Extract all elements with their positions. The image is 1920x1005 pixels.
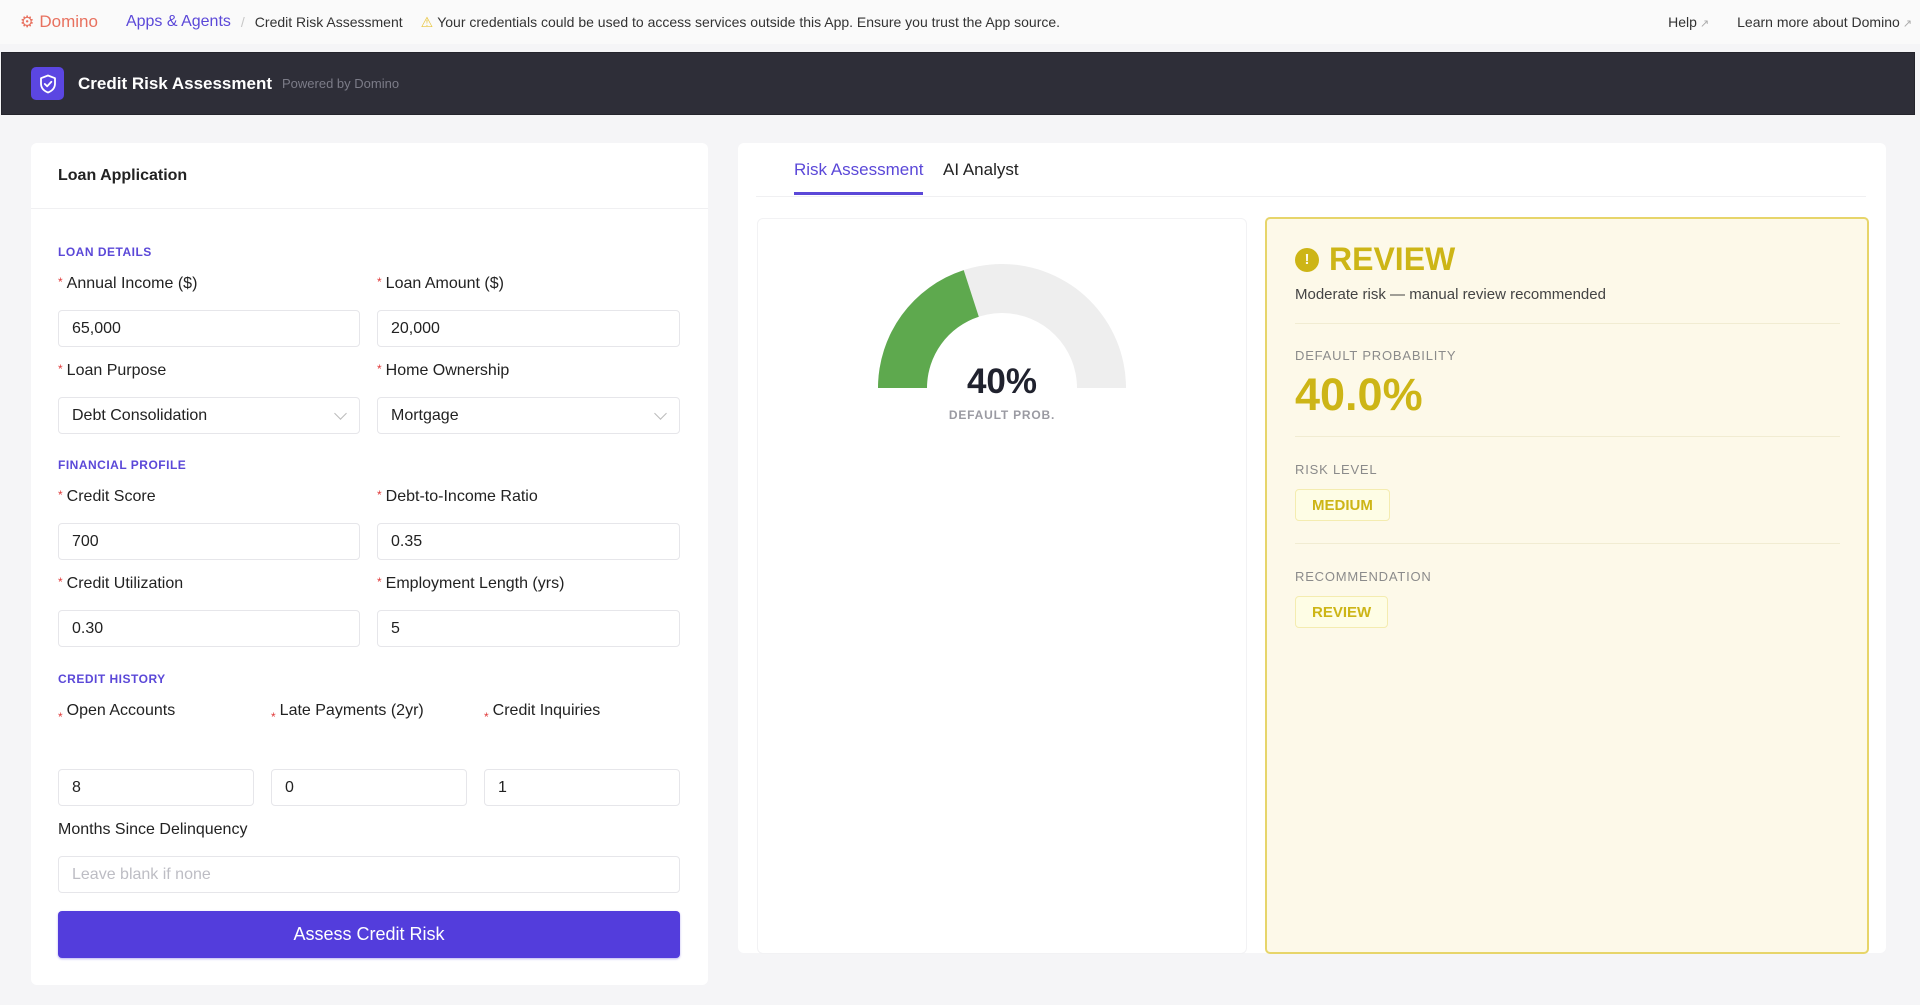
required-marker: * — [58, 575, 63, 589]
domino-logo[interactable]: ⚙ Domino — [20, 12, 98, 32]
credit-utilization-input[interactable]: 0.30 — [58, 610, 360, 647]
loan-application-panel: Loan Application LOAN DETAILS * Annual In… — [31, 143, 708, 985]
required-marker: * — [484, 710, 489, 724]
required-marker: * — [377, 275, 382, 289]
verdict-header: ! REVIEW — [1295, 241, 1455, 278]
results-panel: Risk Assessment AI Analyst 40% DEFAULT P… — [738, 143, 1886, 954]
divider — [1295, 436, 1840, 437]
loan-amount-input[interactable]: 20,000 — [377, 310, 680, 347]
help-link[interactable]: Help ↗ — [1668, 14, 1709, 30]
required-marker: * — [271, 710, 276, 724]
label-text: Open Accounts — [66, 702, 176, 719]
loan-amount-label: * Loan Amount ($) — [377, 275, 504, 293]
recommendation-badge: REVIEW — [1295, 596, 1389, 628]
app-subtitle: Powered by Domino — [282, 76, 400, 91]
home-ownership-label: * Home Ownership — [377, 362, 509, 380]
recommendation-caption: RECOMMENDATION — [1295, 569, 1432, 584]
months-since-delinquency-label: Months Since Delinquency — [58, 821, 248, 838]
label-text: Employment Length (yrs) — [385, 575, 565, 592]
warning-icon: ⚠ — [420, 13, 434, 30]
panel-title: Loan Application — [31, 143, 708, 209]
employment-length-input[interactable]: 5 — [377, 610, 680, 647]
section-loan-details: LOAN DETAILS — [58, 245, 152, 259]
gauge-caption: DEFAULT PROB. — [948, 408, 1056, 422]
gauge-chart — [878, 264, 1126, 388]
breadcrumb-apps-agents[interactable]: Apps & Agents — [125, 13, 231, 30]
label-text: Loan Purpose — [66, 362, 167, 379]
results-tabs: Risk Assessment AI Analyst — [756, 143, 1866, 197]
verdict-subtitle: Moderate risk — manual review recommende… — [1295, 286, 1606, 303]
tab-ai-analyst[interactable]: AI Analyst — [943, 160, 1019, 179]
credit-inquiries-input[interactable]: 1 — [484, 769, 680, 806]
verdict-card: ! REVIEW Moderate risk — manual review r… — [1265, 217, 1869, 954]
verdict-title: REVIEW — [1329, 241, 1456, 277]
tab-risk-assessment[interactable]: Risk Assessment — [794, 160, 924, 195]
home-ownership-select[interactable]: Mortgage — [377, 397, 680, 434]
selected-value: Debt Consolidation — [72, 406, 208, 424]
label-text: Credit Score — [66, 488, 156, 505]
label-text: Loan Amount ($) — [385, 275, 504, 292]
default-probability-caption: DEFAULT PROBABILITY — [1295, 348, 1457, 363]
domino-topbar: ⚙ Domino Apps & Agents / Credit Risk Ass… — [0, 0, 1920, 44]
required-marker: * — [58, 710, 63, 724]
dti-input[interactable]: 0.35 — [377, 523, 680, 560]
open-accounts-input[interactable]: 8 — [58, 769, 254, 806]
section-credit-history: CREDIT HISTORY — [58, 672, 166, 686]
label-text: Late Payments (2yr) — [279, 702, 424, 719]
app-header: Credit Risk Assessment Powered by Domino — [1, 52, 1915, 115]
domino-gear-icon: ⚙ — [20, 14, 35, 31]
gauge-value: 40% — [966, 362, 1038, 401]
months-since-delinquency-input[interactable] — [58, 856, 680, 893]
section-financial-profile: FINANCIAL PROFILE — [58, 458, 187, 472]
credit-score-label: * Credit Score — [58, 488, 156, 506]
credit-score-input[interactable]: 700 — [58, 523, 360, 560]
required-marker: * — [377, 488, 382, 502]
required-marker: * — [377, 575, 382, 589]
label-text: Home Ownership — [385, 362, 510, 379]
required-marker: * — [58, 362, 63, 376]
credit-utilization-label: * Credit Utilization — [58, 575, 183, 593]
alert-circle-icon: ! — [1295, 247, 1319, 272]
external-link-icon: ↗ — [1902, 18, 1912, 30]
label-text: Credit Utilization — [66, 575, 184, 592]
label-text: Debt-to-Income Ratio — [385, 488, 538, 505]
required-marker: * — [58, 275, 63, 289]
selected-value: Mortgage — [391, 406, 459, 424]
gauge-card: 40% DEFAULT PROB. — [757, 218, 1247, 954]
employment-length-label: * Employment Length (yrs) — [377, 575, 564, 593]
external-link-icon: ↗ — [1699, 18, 1710, 30]
credentials-warning: ⚠ Your credentials could be used to acce… — [421, 14, 1060, 31]
required-marker: * — [58, 488, 63, 502]
label-text: Annual Income ($) — [66, 275, 198, 292]
annual-income-label: * Annual Income ($) — [58, 275, 197, 293]
risk-level-badge: MEDIUM — [1295, 489, 1390, 521]
learn-more-link[interactable]: Learn more about Domino ↗ — [1737, 14, 1912, 30]
annual-income-input[interactable]: 65,000 — [58, 310, 360, 347]
assess-credit-risk-button[interactable]: Assess Credit Risk — [58, 911, 680, 958]
chevron-down-icon — [334, 406, 347, 420]
late-payments-label: * Late Payments (2yr) — [271, 702, 424, 724]
label-text: Credit Inquiries — [492, 702, 601, 719]
loan-purpose-label: * Loan Purpose — [58, 362, 166, 380]
loan-purpose-select[interactable]: Debt Consolidation — [58, 397, 360, 434]
risk-level-caption: RISK LEVEL — [1295, 462, 1378, 477]
open-accounts-label: * Open Accounts — [58, 702, 175, 724]
breadcrumb-separator: / — [240, 14, 245, 30]
required-marker: * — [377, 362, 382, 376]
help-link-label: Help — [1668, 14, 1697, 30]
breadcrumb-current: Credit Risk Assessment — [254, 14, 403, 30]
dti-label: * Debt-to-Income Ratio — [377, 488, 538, 506]
default-probability-gauge: 40% DEFAULT PROB. — [876, 262, 1128, 432]
app-title: Credit Risk Assessment — [78, 73, 273, 93]
credit-inquiries-label: * Credit Inquiries — [484, 702, 600, 724]
shield-check-icon — [31, 67, 64, 100]
learn-more-label: Learn more about Domino — [1737, 14, 1900, 30]
divider — [1295, 543, 1840, 544]
brand-name: Domino — [39, 12, 98, 31]
default-probability-value: 40.0% — [1295, 369, 1423, 420]
divider — [1295, 323, 1840, 324]
chevron-down-icon — [654, 406, 667, 420]
warning-text: Your credentials could be used to access… — [437, 14, 1061, 30]
late-payments-input[interactable]: 0 — [271, 769, 467, 806]
